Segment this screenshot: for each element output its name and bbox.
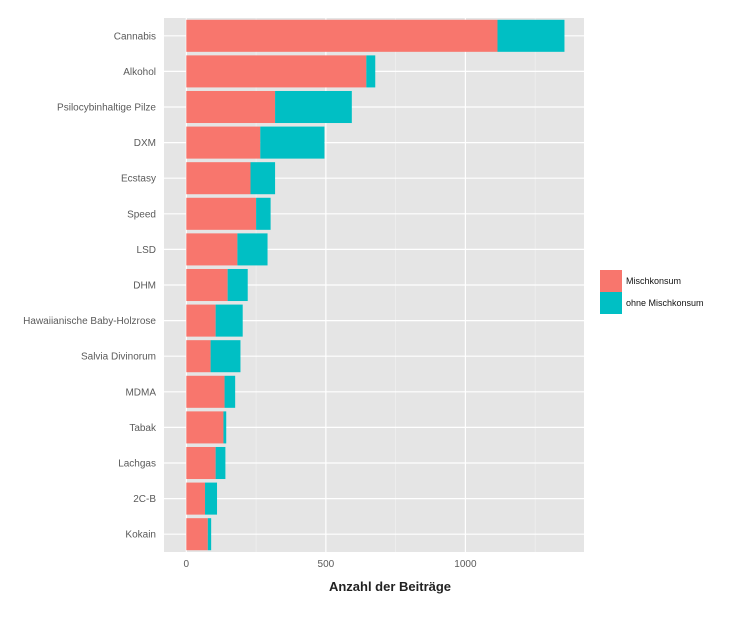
y-tick-label: 2C-B: [133, 494, 156, 505]
bar-ohne-mischkonsum: [223, 411, 227, 444]
bar-mischkonsum: [186, 126, 261, 159]
y-tick-label: Psilocybinhaltige Pilze: [57, 103, 156, 114]
y-tick-label: Ecstasy: [121, 174, 156, 185]
bar-ohne-mischkonsum: [207, 518, 212, 551]
y-tick-label: Hawaiianische Baby-Holzrose: [23, 316, 156, 327]
bar-mischkonsum: [186, 304, 216, 337]
bar-mischkonsum: [186, 482, 206, 515]
bar-mischkonsum: [186, 90, 276, 124]
bar-mischkonsum: [186, 197, 257, 230]
legend-key: [600, 292, 622, 314]
bar-mischkonsum: [186, 375, 225, 408]
legend: Mischkonsum ohne Mischkonsum: [600, 270, 704, 314]
bar-ohne-mischkonsum: [224, 375, 236, 408]
y-tick-label: DXM: [134, 138, 156, 149]
bar-mischkonsum: [186, 233, 238, 266]
x-tick-label: 0: [184, 559, 190, 570]
y-tick-label: Tabak: [129, 423, 157, 434]
y-tick-label: MDMA: [125, 387, 156, 398]
bars: [186, 19, 565, 551]
x-tick-label: 1000: [454, 559, 477, 570]
bar-ohne-mischkonsum: [210, 340, 241, 373]
bar-mischkonsum: [186, 518, 208, 551]
bar-ohne-mischkonsum: [205, 482, 218, 515]
legend-label: ohne Mischkonsum: [626, 298, 704, 308]
bar-ohne-mischkonsum: [215, 446, 226, 480]
bar-mischkonsum: [186, 411, 224, 444]
bar-mischkonsum: [186, 446, 216, 480]
bar-ohne-mischkonsum: [275, 90, 352, 124]
bar-ohne-mischkonsum: [215, 304, 243, 337]
bar-mischkonsum: [186, 19, 498, 52]
y-axis-tick-labels: Cannabis Alkohol Psilocybinhaltige Pilze DX…: [23, 31, 157, 540]
y-tick-label: Salvia Divinorum: [81, 352, 156, 363]
x-tick-label: 500: [318, 559, 335, 570]
x-axis-tick-labels: 0 500 1000: [184, 559, 477, 570]
y-tick-label: Lachgas: [118, 459, 156, 470]
y-tick-label: Cannabis: [114, 31, 156, 42]
bar-ohne-mischkonsum: [260, 126, 325, 159]
y-tick-label: Kokain: [125, 530, 156, 541]
x-axis-title: Anzahl der Beiträge: [329, 579, 451, 594]
bar-ohne-mischkonsum: [497, 19, 565, 52]
y-tick-label: Alkohol: [123, 67, 156, 78]
legend-label: Mischkonsum: [626, 276, 681, 286]
y-tick-label: Speed: [127, 209, 156, 220]
legend-key: [600, 270, 622, 292]
bar-ohne-mischkonsum: [250, 162, 276, 195]
bar-ohne-mischkonsum: [366, 55, 376, 88]
bar-mischkonsum: [186, 162, 251, 195]
bar-ohne-mischkonsum: [227, 268, 248, 302]
bar-ohne-mischkonsum: [237, 233, 268, 266]
bar-mischkonsum: [186, 268, 228, 302]
y-tick-label: DHM: [133, 281, 156, 292]
y-tick-label: LSD: [137, 245, 156, 256]
bar-ohne-mischkonsum: [256, 197, 271, 230]
bar-mischkonsum: [186, 55, 367, 88]
bar-mischkonsum: [186, 340, 211, 373]
